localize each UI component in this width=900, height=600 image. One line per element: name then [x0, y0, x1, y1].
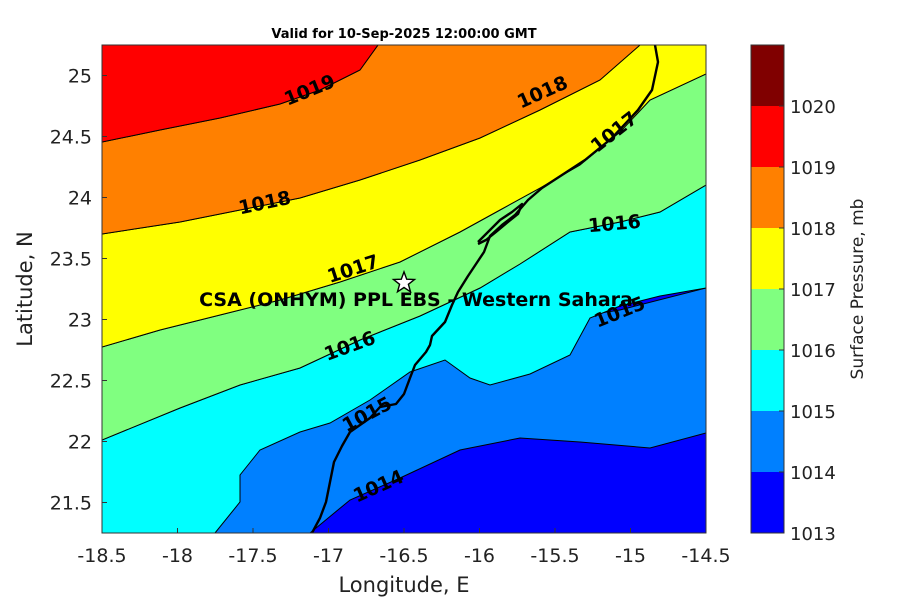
colorbar-swatch: [751, 289, 784, 350]
y-axis-label: Latitude, N: [13, 231, 37, 347]
x-axis-label: Longitude, E: [338, 573, 469, 597]
x-tick-label: -15: [615, 545, 646, 567]
y-tick-label: 24.5: [50, 127, 92, 149]
y-tick-label: 23.5: [50, 249, 92, 271]
colorbar-tick-label: 1017: [790, 280, 836, 301]
x-tick-label: -17.5: [228, 545, 277, 567]
x-tick-label: -14.5: [681, 545, 730, 567]
colorbar-swatch: [751, 228, 784, 289]
y-tick-label: 21.5: [50, 493, 92, 515]
y-tick-label: 22: [68, 432, 92, 454]
y-tick-label: 25: [68, 66, 92, 88]
x-tick-label: -16.5: [379, 545, 428, 567]
site-label: CSA (ONHYM) PPL EBS - Western Sahara: [199, 289, 633, 311]
coastline: [310, 45, 660, 533]
colorbar-tick-label: 1014: [790, 463, 836, 484]
colorbar-swatch: [751, 167, 784, 228]
x-tick-label: -17: [313, 545, 344, 567]
x-tick-label: -15.5: [530, 545, 579, 567]
colorbar-swatch: [751, 45, 784, 106]
y-tick-label: 22.5: [50, 371, 92, 393]
colorbar-tick-label: 1013: [790, 524, 836, 545]
y-axis-ticks: 21.5 22 22.5 23 23.5 24 24.5 25: [50, 66, 107, 515]
x-tick-label: -16: [464, 545, 495, 567]
contour-label-1016-right: 1016: [587, 211, 642, 238]
x-tick-label: -18: [162, 545, 193, 567]
colorbar-swatch: [751, 411, 784, 472]
colorbar-tick-label: 1020: [790, 97, 836, 118]
x-tick-label: -18.5: [77, 545, 126, 567]
dakhla-peninsula: [477, 202, 524, 246]
colorbar-tick-label: 1016: [790, 341, 836, 362]
colorbar-swatch: [751, 350, 784, 411]
contour-fill: [102, 45, 706, 533]
colorbar-tick-label: 1019: [790, 158, 836, 179]
colorbar-swatch: [751, 472, 784, 533]
colorbar-swatch: [751, 106, 784, 167]
y-tick-label: 24: [68, 188, 92, 210]
band-1019-1020: [102, 45, 379, 143]
map-title: Valid for 10-Sep-2025 12:00:00 GMT: [271, 27, 536, 42]
colorbar-label: Surface Pressure, mb: [848, 199, 868, 380]
y-tick-label: 23: [68, 310, 92, 332]
colorbar-tick-label: 1018: [790, 219, 836, 240]
site-star-icon: [391, 269, 417, 294]
colorbar: 1013 1014 1015 1016 1017 1018 1019 1020: [750, 44, 836, 545]
x-axis-ticks: -18.5 -18 -17.5 -17 -16.5 -16 -15.5 -15 -14.5: [77, 528, 731, 567]
colorbar-tick-label: 1015: [790, 402, 836, 423]
